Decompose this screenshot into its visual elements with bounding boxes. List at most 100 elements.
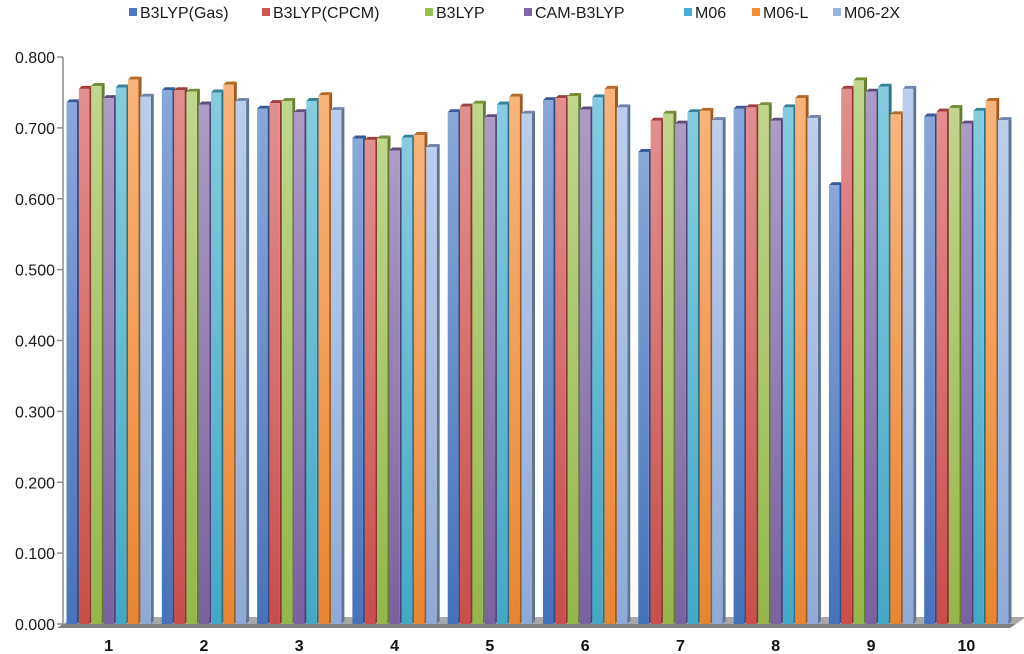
legend-label: B3LYP(Gas) (140, 5, 229, 22)
bar-top (186, 88, 200, 92)
x-tick-labels: 1 2 3 4 5 6 7 8 9 10 (104, 638, 975, 654)
bar (865, 88, 880, 624)
bar-front (973, 110, 984, 625)
bar-top (235, 97, 250, 101)
bar-front (712, 120, 723, 625)
bar (330, 107, 345, 624)
bar-top (128, 76, 142, 80)
y-tick-label: 0.400 (15, 334, 55, 351)
bar-top (712, 117, 726, 121)
bar (662, 110, 677, 624)
bar-front (281, 100, 293, 624)
bar-top (853, 77, 867, 81)
bar (306, 97, 320, 624)
bar (389, 147, 403, 624)
x-tick-label: 10 (957, 638, 975, 654)
bar (401, 134, 416, 625)
bar-front (675, 123, 686, 624)
bar-top (878, 83, 892, 87)
bar-front (936, 111, 947, 625)
bar (758, 102, 772, 624)
bar-front (66, 102, 77, 625)
bar (567, 92, 582, 624)
legend-label: B3LYP(CPCM) (273, 5, 379, 22)
bar-top (770, 117, 784, 121)
bar-front (758, 105, 769, 624)
bar (592, 94, 606, 625)
bar-front (140, 96, 151, 624)
y-tick-label: 0.600 (15, 192, 55, 209)
bar-top (496, 101, 511, 105)
bar-front (186, 91, 197, 624)
bar (853, 77, 867, 625)
bar-front (211, 92, 222, 624)
bar-front (306, 100, 317, 624)
bar-top (318, 92, 333, 96)
bar (745, 104, 760, 625)
bar-front (509, 96, 520, 624)
bar-front (269, 103, 280, 625)
bar-top (745, 104, 760, 108)
bar (828, 182, 843, 624)
bar-front (352, 138, 363, 624)
bar (782, 104, 797, 625)
bar (579, 106, 594, 624)
bar (78, 85, 93, 625)
bar-top (604, 85, 618, 89)
bar-front (948, 108, 960, 624)
bar (902, 85, 917, 625)
bar (413, 131, 428, 624)
bar-top (699, 107, 714, 111)
bar (675, 120, 689, 624)
bar-front (687, 112, 698, 624)
bar (257, 105, 271, 624)
bar-top (78, 85, 93, 89)
legend-label: CAM-B3LYP (535, 5, 625, 22)
bar-top (460, 103, 474, 107)
bar-top (865, 88, 880, 92)
bar-top (294, 109, 308, 113)
bar (555, 95, 569, 625)
x-tick-label: 9 (867, 638, 876, 654)
bar (140, 93, 154, 624)
bar-top (902, 85, 917, 89)
bar (91, 83, 105, 625)
bar-top (269, 100, 283, 104)
bar (294, 109, 308, 625)
bar (699, 107, 714, 625)
legend-item: CAM-B3LYP (524, 5, 625, 22)
bar-top (924, 113, 938, 117)
bar-top (687, 109, 701, 113)
bar-top (198, 101, 213, 105)
bar (712, 117, 726, 625)
x-tick-label: 2 (199, 638, 208, 654)
bar-top (377, 135, 391, 139)
bar (733, 105, 748, 624)
bar-front (521, 113, 532, 624)
bar (795, 95, 809, 625)
bar-front (413, 134, 425, 624)
bar-front (543, 100, 554, 624)
floor-front (57, 624, 1016, 628)
bar-front (555, 98, 566, 625)
bar (128, 76, 142, 625)
bar-top (579, 106, 594, 110)
legend: B3LYP(Gas) B3LYP(CPCM) B3LYP CAM-B3LYP M06 M0… (129, 5, 900, 22)
bar-top (413, 131, 428, 135)
bar-front (426, 147, 437, 625)
bar (807, 114, 821, 624)
bar-front (745, 107, 757, 625)
legend-label: M06-L (763, 5, 808, 22)
bar-top (807, 114, 821, 118)
bar-side (817, 114, 821, 624)
bar-top (161, 87, 176, 91)
bar-top (257, 105, 271, 109)
bar-top (115, 84, 130, 88)
bar-top (662, 110, 677, 114)
y-tick-labels: 0.000 0.100 0.200 0.300 0.400 0.500 0.600 0.700… (15, 50, 55, 634)
bar-top (948, 105, 963, 109)
bar (352, 135, 366, 624)
bar-top (330, 107, 345, 111)
bar-top (223, 81, 237, 85)
bar-top (211, 89, 225, 93)
